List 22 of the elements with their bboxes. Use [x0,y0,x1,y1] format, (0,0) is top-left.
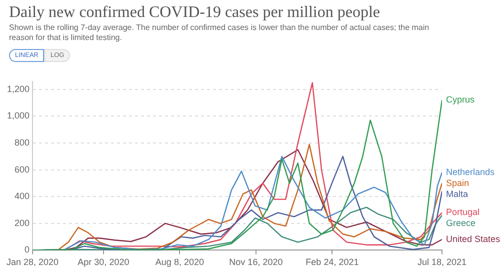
series-label: Netherlands [446,166,496,177]
series-label: Malta [446,188,468,199]
chart-subtitle: Shown is the rolling 7-day average. The number of confirmed cases is lower than the number of actual cases; the main reason for that is limited testing. [9,23,430,43]
x-tick-label: Apr 30, 2020 [78,257,130,268]
chart-title: Daily new confirmed COVID-19 cases per million people [9,4,380,22]
y-tick-label: 800 [14,138,30,148]
y-tick-label: 600 [14,164,30,174]
y-tick-label: 1,000 [6,110,30,121]
series-label: Spain [446,178,470,188]
y-tick-label: 200 [14,218,30,228]
x-tick-label: Nov 16, 2020 [229,257,283,268]
y-tick-label: 0 [24,244,30,255]
x-tick-label: Aug 8, 2020 [155,257,204,268]
series-label: Greece [446,218,476,228]
series-label: Portugal [446,207,480,218]
series-label: Cyprus [446,94,476,105]
series-label: United States [446,234,500,244]
x-tick-label: Jul 18, 2021 [417,257,467,268]
y-tick-label: 1,200 [6,84,30,94]
x-tick-label: Jan 28, 2020 [6,257,59,268]
x-tick-label: Feb 24, 2021 [306,257,359,268]
y-tick-label: 400 [14,191,30,202]
